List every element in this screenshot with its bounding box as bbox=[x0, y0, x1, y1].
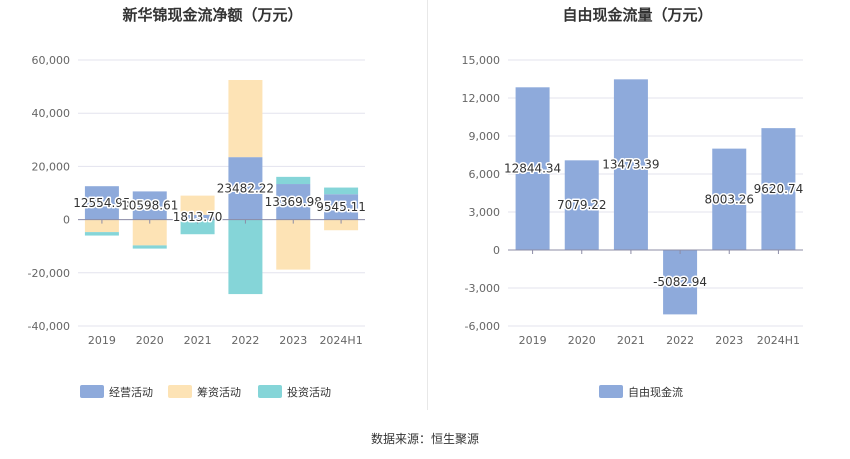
x-tick-label: 2023 bbox=[279, 334, 307, 347]
bar-投资活动-2022 bbox=[228, 219, 263, 295]
data-label: 1813.70 bbox=[173, 210, 223, 224]
legend-label: 自由现金流 bbox=[628, 385, 683, 399]
x-tick-label: 2020 bbox=[568, 334, 596, 347]
y-tick-label: 60,000 bbox=[32, 54, 71, 67]
y-tick-label: 6,000 bbox=[469, 168, 501, 181]
y-tick-label: 40,000 bbox=[32, 107, 71, 120]
bar-经营活动-2020 bbox=[132, 191, 167, 220]
bar-经营活动-2022 bbox=[228, 157, 263, 220]
legend-label: 投资活动 bbox=[287, 385, 331, 399]
bar-筹资活动-2020 bbox=[132, 219, 167, 246]
bar-经营活动-2024H1 bbox=[324, 194, 359, 220]
data-source: 数据来源：恒生聚源 bbox=[370, 432, 479, 446]
bar-经营活动-2023 bbox=[276, 184, 311, 220]
legend-swatch-自由现金流 bbox=[599, 385, 623, 398]
y-tick-label: 12,000 bbox=[462, 92, 501, 105]
bar-投资活动-2024H1 bbox=[324, 187, 359, 195]
legend-swatch-投资活动 bbox=[258, 385, 282, 398]
data-label: 9545.11 bbox=[316, 200, 366, 214]
x-tick-label: 2024H1 bbox=[319, 334, 362, 347]
data-label: 23482.22 bbox=[217, 181, 274, 195]
bar-筹资活动-2021 bbox=[180, 195, 215, 215]
data-label: 7079.22 bbox=[557, 198, 607, 212]
y-tick-label: 20,000 bbox=[32, 160, 71, 173]
bar-投资活动-2019 bbox=[84, 232, 119, 236]
bar-筹资活动-2022 bbox=[228, 79, 263, 158]
x-tick-label: 2024H1 bbox=[757, 334, 800, 347]
data-label: 12844.34 bbox=[504, 162, 561, 176]
panel-divider bbox=[427, 0, 428, 410]
legend-label: 筹资活动 bbox=[197, 385, 241, 399]
x-tick-label: 2019 bbox=[88, 334, 116, 347]
y-tick-label: -40,000 bbox=[28, 320, 70, 333]
left-chart-title: 新华锦现金流净额（万元） bbox=[122, 6, 303, 24]
data-label: 8003.26 bbox=[704, 192, 754, 206]
bar-自由现金流-2021 bbox=[613, 79, 648, 250]
bar-经营活动-2021 bbox=[180, 214, 215, 220]
bar-自由现金流-2023 bbox=[712, 148, 747, 250]
data-label: 10598.61 bbox=[121, 199, 178, 213]
bar-自由现金流-2019 bbox=[515, 87, 550, 250]
y-tick-label: -20,000 bbox=[28, 267, 70, 280]
bar-自由现金流-2024H1 bbox=[761, 128, 796, 250]
data-label: 12554.95 bbox=[73, 196, 130, 210]
x-tick-label: 2021 bbox=[617, 334, 645, 347]
data-label: -5082.94 bbox=[653, 275, 707, 289]
bar-投资活动-2020 bbox=[132, 245, 167, 249]
bar-经营活动-2019 bbox=[84, 186, 119, 220]
bar-自由现金流-2022 bbox=[663, 250, 698, 315]
bar-筹资活动-2023 bbox=[276, 219, 311, 270]
legend-swatch-经营活动 bbox=[80, 385, 104, 398]
y-tick-label: 0 bbox=[63, 214, 70, 227]
bar-自由现金流-2020 bbox=[564, 160, 599, 250]
y-tick-label: 3,000 bbox=[469, 206, 501, 219]
y-tick-label: -3,000 bbox=[465, 282, 500, 295]
x-tick-label: 2022 bbox=[231, 334, 259, 347]
x-tick-label: 2019 bbox=[519, 334, 547, 347]
bar-投资活动-2023 bbox=[276, 176, 311, 185]
x-tick-label: 2022 bbox=[666, 334, 694, 347]
y-tick-label: 9,000 bbox=[469, 130, 501, 143]
bar-筹资活动-2024H1 bbox=[324, 219, 359, 231]
bar-筹资活动-2019 bbox=[84, 219, 119, 233]
data-label: 13473.39 bbox=[602, 158, 659, 172]
data-label: 9620.74 bbox=[754, 182, 804, 196]
x-tick-label: 2020 bbox=[136, 334, 164, 347]
y-tick-label: 15,000 bbox=[462, 54, 501, 67]
legend-swatch-筹资活动 bbox=[168, 385, 192, 398]
legend-label: 经营活动 bbox=[109, 385, 153, 399]
y-tick-label: 0 bbox=[493, 244, 500, 257]
bar-投资活动-2021 bbox=[180, 219, 215, 235]
x-tick-label: 2021 bbox=[184, 334, 212, 347]
data-label: 13369.98 bbox=[265, 195, 322, 209]
y-tick-label: -6,000 bbox=[465, 320, 500, 333]
x-tick-label: 2023 bbox=[715, 334, 743, 347]
right-chart-title: 自由现金流量（万元） bbox=[562, 6, 713, 24]
